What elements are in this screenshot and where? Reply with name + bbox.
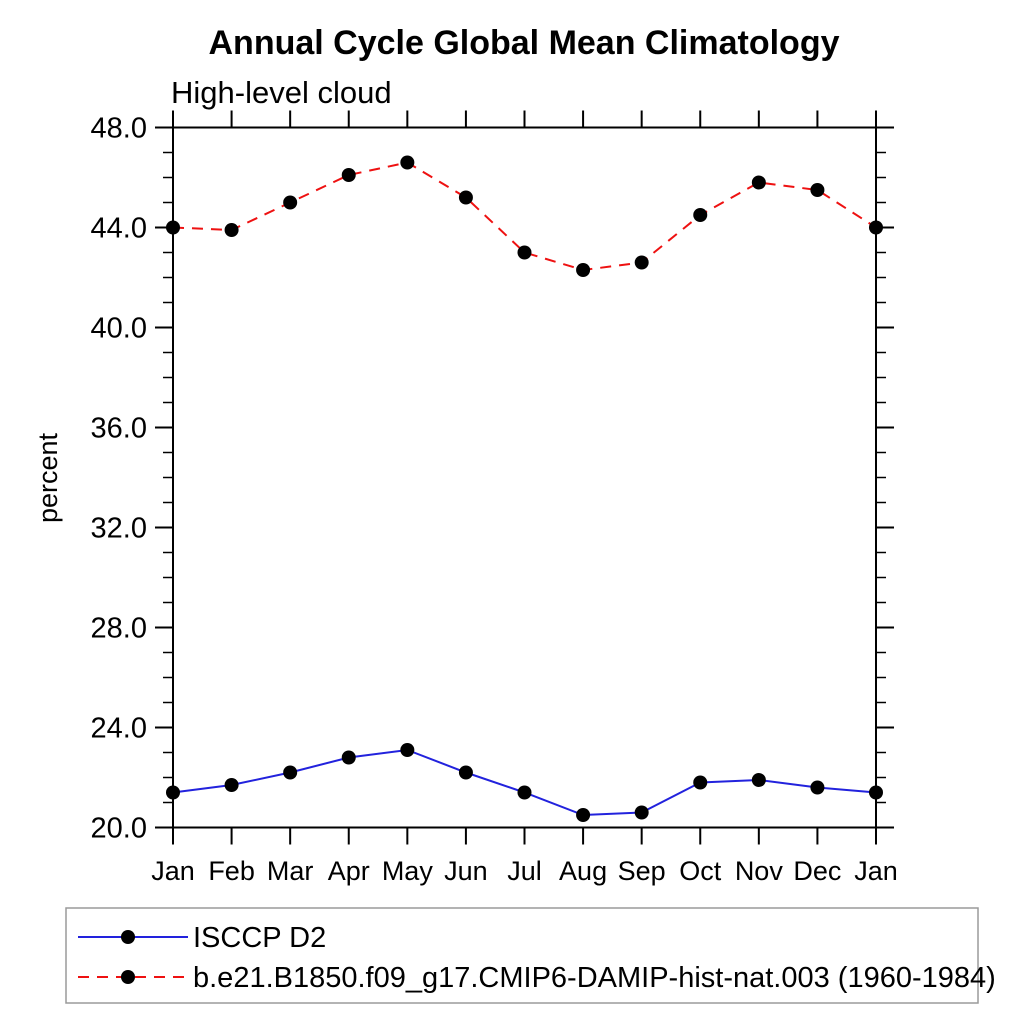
y-tick-label: 36.0 [91, 413, 147, 445]
legend-label-0: ISCCP D2 [193, 922, 326, 954]
series-marker-0 [341, 750, 356, 765]
x-tick-label: Jun [444, 856, 488, 886]
series-marker-1 [517, 245, 532, 260]
series-marker-1 [458, 190, 473, 205]
series-marker-1 [693, 208, 708, 222]
series-marker-0 [166, 785, 180, 800]
chart-subtitle: High-level cloud [171, 75, 392, 110]
x-tick-label: Feb [208, 856, 255, 886]
y-tick-label: 24.0 [91, 713, 147, 745]
series-marker-0 [634, 805, 649, 820]
series-marker-0 [576, 808, 591, 822]
x-tick-label: Oct [679, 856, 722, 886]
x-tick-label: May [382, 856, 434, 886]
series-marker-1 [224, 223, 239, 237]
series-marker-0 [400, 743, 415, 757]
y-axis-label: percent [33, 432, 63, 523]
chart-title: Annual Cycle Global Mean Climatology [209, 24, 840, 62]
series-marker-0 [283, 765, 298, 780]
legend-layer: ISCCP D2 b.e21.B1850.f09_g17.CMIP6-DAMIP-… [65, 907, 996, 1004]
y-tick-label: 20.0 [91, 813, 147, 845]
legend-box [65, 907, 979, 1004]
legend-sample-marker-0 [121, 930, 135, 944]
series-marker-1 [634, 255, 649, 270]
series-marker-0 [458, 765, 473, 780]
series-layer [166, 155, 883, 822]
axes-layer: Jan Feb Mar Apr May Jun Jul Aug Sep Oct Nov Dec Jan2… [91, 110, 898, 886]
legend-sample-marker-1 [121, 970, 135, 984]
legend-label-1: b.e21.B1850.f09_g17.CMIP6-DAMIP-hist-nat… [193, 962, 996, 994]
x-tick-label: Aug [559, 856, 607, 886]
series-marker-1 [576, 263, 591, 277]
series-marker-0 [693, 775, 708, 790]
series-marker-0 [751, 773, 766, 787]
y-tick-label: 28.0 [91, 613, 147, 645]
x-tick-label: Jan [151, 856, 195, 886]
series-marker-1 [400, 155, 415, 170]
series-line-0 [172, 748, 877, 817]
y-tick-label: 32.0 [91, 513, 147, 545]
x-tick-label: Jul [507, 856, 542, 886]
x-tick-label: Jan [854, 856, 898, 886]
x-tick-label: Nov [735, 856, 784, 886]
y-tick-label: 44.0 [91, 213, 147, 245]
x-tick-label: Dec [793, 856, 841, 886]
series-marker-1 [751, 175, 766, 190]
series-marker-1 [341, 168, 356, 182]
series-marker-1 [283, 195, 298, 210]
series-marker-1 [166, 220, 180, 235]
y-tick-label: 48.0 [91, 113, 147, 145]
plot-frame [172, 126, 877, 829]
x-tick-label: Mar [267, 856, 314, 886]
series-marker-0 [810, 780, 825, 795]
y-tick-label: 40.0 [91, 313, 147, 345]
series-marker-1 [810, 183, 825, 197]
x-tick-label: Sep [618, 856, 666, 886]
series-marker-0 [224, 778, 239, 792]
series-marker-0 [869, 785, 883, 800]
series-marker-1 [869, 220, 883, 235]
series-marker-0 [517, 785, 532, 800]
x-tick-label: Apr [328, 856, 370, 886]
